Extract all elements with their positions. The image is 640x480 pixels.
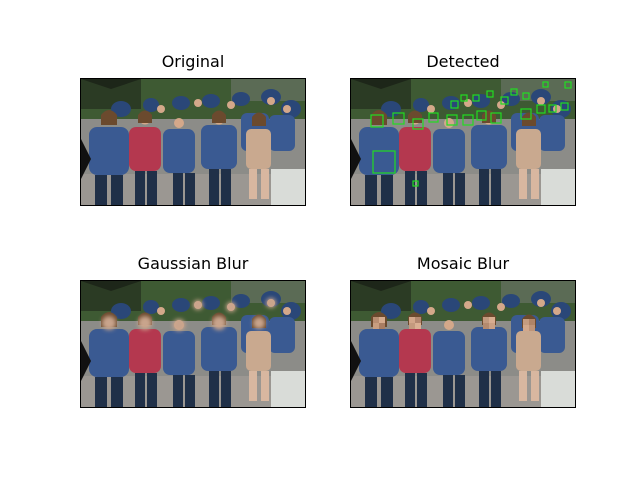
image-frame — [80, 280, 306, 408]
detection-box — [536, 104, 546, 114]
crowd-photo-mosaic-blurred — [351, 281, 575, 407]
detection-box — [370, 114, 384, 128]
detection-box — [412, 118, 424, 130]
panel-title: Gaussian Blur — [137, 254, 249, 273]
detection-box — [490, 112, 502, 124]
detection-box — [520, 108, 532, 120]
detection-box — [486, 90, 494, 98]
detection-box — [522, 92, 530, 100]
mosaic-patches — [373, 317, 535, 331]
detection-box — [392, 112, 405, 125]
crowd-photo-with-detections — [351, 79, 575, 205]
detection-box — [548, 104, 557, 113]
detection-box — [450, 100, 459, 109]
image-frame — [350, 280, 576, 408]
detection-box — [412, 180, 419, 187]
panel-title: Original — [161, 52, 225, 71]
image-frame — [350, 78, 576, 206]
detection-box — [428, 112, 439, 123]
detection-box — [560, 102, 569, 111]
detection-box — [564, 81, 572, 89]
detection-box — [510, 88, 518, 96]
panel-title: Mosaic Blur — [416, 254, 510, 273]
detection-box — [500, 96, 509, 105]
panel-title: Detected — [426, 52, 500, 71]
detection-box — [460, 94, 468, 102]
crowd-photo — [81, 79, 305, 205]
detection-boxes — [370, 81, 572, 187]
crowd-photo-gaussian-blurred — [81, 281, 305, 407]
detection-box — [542, 81, 549, 88]
detection-box — [472, 94, 480, 102]
detection-box — [476, 110, 487, 121]
detection-box — [446, 114, 458, 126]
image-frame — [80, 78, 306, 206]
detection-box — [372, 150, 396, 174]
detection-box — [462, 114, 474, 126]
